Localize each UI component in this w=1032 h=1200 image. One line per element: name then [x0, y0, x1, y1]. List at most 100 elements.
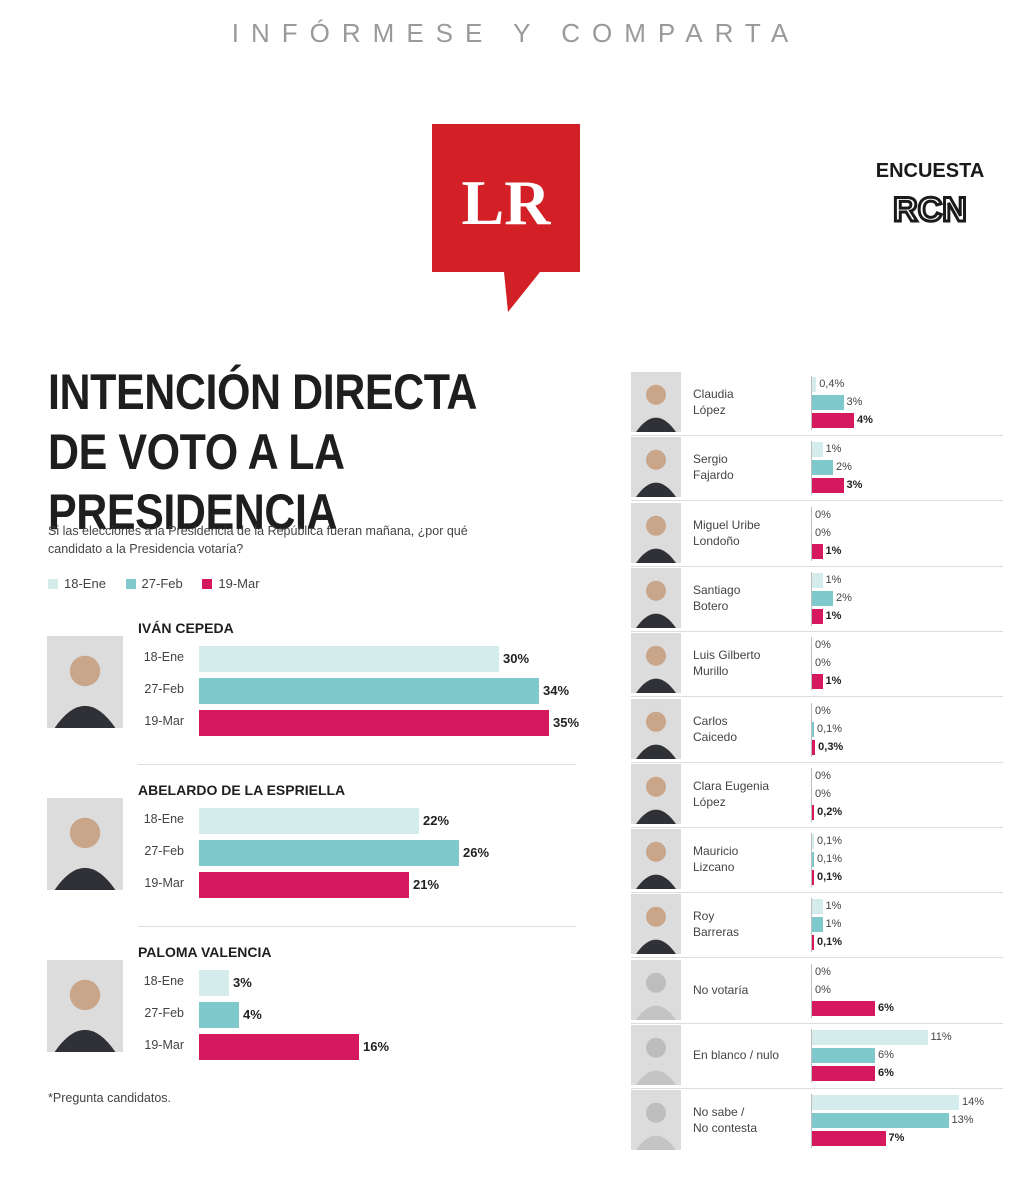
data-label: 0,2% [817, 805, 843, 818]
data-label: 0% [815, 508, 831, 521]
bar [199, 808, 419, 834]
data-label: 1% [825, 918, 842, 931]
candidate-name: No votaría [693, 982, 748, 998]
candidate-name: Roy Barreras [693, 908, 739, 940]
name-line: Lizcano [693, 860, 735, 875]
legend-label: 27-Feb [141, 576, 183, 591]
rcn-logo-text: RCN [893, 191, 967, 229]
axis-line [811, 833, 812, 888]
data-label: 22% [423, 813, 450, 828]
name-line: No contesta [693, 1121, 758, 1136]
data-label: 0% [815, 639, 831, 652]
bar [812, 460, 833, 476]
data-label: 0,1% [817, 936, 843, 949]
bar [812, 1030, 928, 1045]
bar [812, 1000, 875, 1016]
encuesta-badge: ENCUESTA RCN [870, 160, 990, 231]
separator [631, 696, 1003, 698]
candidate-photo [47, 798, 123, 890]
axis-line [811, 767, 812, 822]
data-label: 0% [815, 657, 831, 670]
lr-logo: LR [432, 124, 580, 312]
data-label: 0% [815, 983, 831, 996]
legend-label: 18-Ene [64, 576, 106, 591]
axis-line [811, 702, 812, 757]
bar [812, 1048, 875, 1063]
name-line: Murillo [693, 664, 729, 679]
encuesta-label: ENCUESTA [875, 160, 985, 182]
candidate-name: IVÁN CEPEDA [138, 620, 234, 636]
bar [199, 710, 549, 736]
candidate-photo [47, 636, 123, 728]
bar [812, 1095, 959, 1111]
separator [631, 826, 1003, 828]
data-label: 0% [815, 769, 831, 782]
data-label: 1% [825, 900, 842, 913]
separator [631, 892, 1003, 894]
axis-line [811, 376, 812, 430]
footnote: *Pregunta candidatos. [48, 1091, 172, 1105]
chart-title: INTENCIÓN DIRECTA DE VOTO A LA PRESIDENC… [48, 364, 476, 540]
lr-logo-speech-bubble [432, 124, 580, 312]
candidate-name: No sabe / No contesta [693, 1104, 757, 1136]
data-label: 0% [815, 704, 831, 717]
name-line: Mauricio [693, 844, 739, 859]
bar [812, 377, 817, 392]
bar [812, 1066, 875, 1081]
tagline: INFÓRMESE Y COMPARTA [231, 18, 801, 48]
bar [199, 1034, 359, 1060]
legend-label: 19-Mar [218, 576, 260, 591]
data-label: 0,1% [817, 853, 843, 866]
data-label: 7% [888, 1132, 905, 1145]
bar [812, 1131, 886, 1147]
bar [812, 608, 823, 624]
bar [812, 1113, 949, 1129]
candidate-photo [631, 502, 681, 563]
axis-line [811, 637, 812, 692]
series-row-label: 27-Feb [144, 682, 184, 696]
legend-item-19-mar: 19-Mar [202, 576, 260, 591]
name-line: Londoño [693, 533, 740, 548]
bar [812, 899, 823, 915]
data-label: 0,1% [817, 835, 843, 848]
bar [812, 917, 823, 933]
data-label: 34% [543, 683, 570, 698]
data-label: 1% [825, 443, 842, 456]
lr-logo-text: LR [462, 167, 552, 238]
name-line: Miguel Uribe [693, 517, 761, 532]
data-label: 0,3% [818, 740, 844, 753]
candidate-name: ABELARDO DE LA ESPRIELLA [138, 782, 346, 798]
axis-line [811, 1029, 812, 1083]
data-label: 6% [878, 1001, 894, 1014]
bar [812, 721, 814, 737]
bar [199, 646, 499, 672]
series-row-label: 19-Mar [144, 1038, 184, 1052]
series-row-label: 18-Ene [143, 974, 184, 988]
data-label: 14% [962, 1096, 985, 1109]
name-line: Roy [693, 909, 715, 924]
candidate-photo [631, 633, 681, 694]
bar [199, 840, 459, 866]
axis-line [811, 571, 812, 626]
data-label: 3% [233, 975, 252, 990]
series-row-label: 19-Mar [144, 876, 184, 890]
name-line: López [693, 794, 726, 809]
name-line: Carlos [693, 713, 728, 728]
data-label: 1% [825, 544, 842, 557]
candidate-name: Carlos Caicedo [693, 713, 737, 745]
data-label: 16% [363, 1039, 390, 1054]
bar [812, 739, 816, 755]
data-label: 30% [503, 651, 530, 666]
legend: 18-Ene 27-Feb 19-Mar [48, 576, 276, 591]
data-label: 2% [836, 591, 852, 604]
bar [812, 935, 814, 951]
rcn-logo: RCN [892, 190, 969, 231]
axis-line [811, 963, 812, 1018]
candidate-photo [47, 960, 123, 1052]
candidate-photo [631, 372, 681, 432]
data-label: 6% [878, 1067, 894, 1079]
bar [199, 678, 539, 704]
axis-line [811, 441, 812, 496]
candidate-name: Claudia López [693, 386, 734, 418]
bar [812, 442, 823, 458]
